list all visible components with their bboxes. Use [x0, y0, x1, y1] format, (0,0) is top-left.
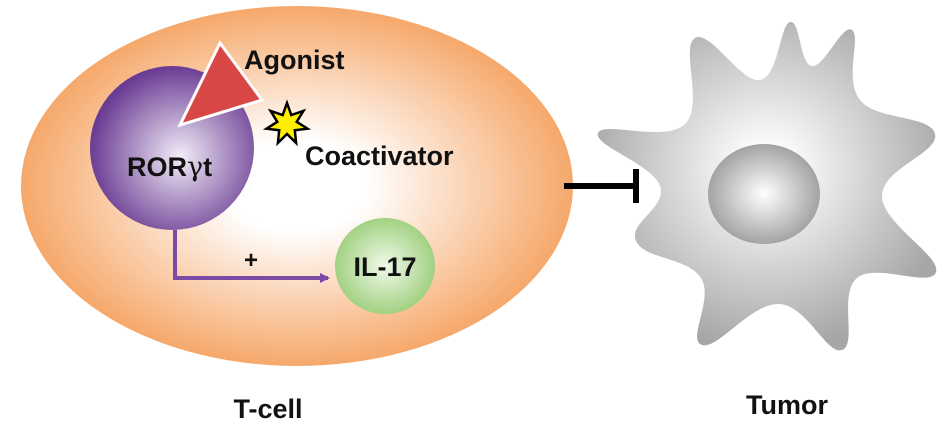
il17-label: IL-17 — [353, 252, 416, 282]
rorgt-label-greek: γ — [187, 152, 203, 183]
activation-arrow — [173, 230, 330, 283]
coactivator-label: Coactivator — [305, 141, 454, 171]
plus-sign: + — [244, 247, 258, 274]
tcell-label: T-cell — [233, 394, 302, 424]
agonist-icon — [177, 40, 265, 128]
rorgt-label: RORγt — [127, 152, 212, 183]
star-icon — [262, 99, 312, 147]
rorgt-label-suffix: t — [203, 152, 212, 182]
rorgt-label-prefix: ROR — [127, 152, 187, 182]
tumor-nucleus — [708, 144, 820, 244]
il17-circle — [335, 218, 435, 314]
agonist-label: Agonist — [244, 45, 345, 75]
tumor-label: Tumor — [746, 390, 828, 420]
